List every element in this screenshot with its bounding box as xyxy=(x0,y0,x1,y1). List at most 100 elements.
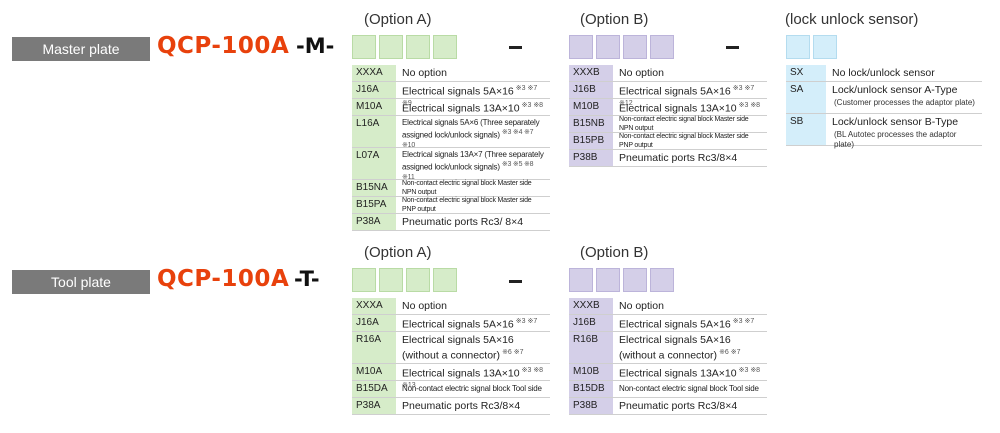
option-code: R16A xyxy=(352,332,396,363)
table-row: L16A Electrical signals 5A×6 (Three sepa… xyxy=(352,116,550,149)
option-desc: Non-contact electric signal block Tool s… xyxy=(402,383,542,393)
table-row: B15DA Non-contact electric signal block … xyxy=(352,381,550,398)
option-code: B15PA xyxy=(352,197,396,213)
option-desc: No option xyxy=(402,300,447,312)
code-box xyxy=(623,268,647,292)
option-code: M10A xyxy=(352,99,396,115)
option-desc: Electrical signals 5A×6 (Three separatel… xyxy=(396,116,550,149)
code-box xyxy=(433,268,457,292)
desc-text: Lock/unlock sensor B-Type xyxy=(832,116,959,128)
option-code: SX xyxy=(786,65,826,81)
footnote-mark: ※3 ※7 xyxy=(732,318,755,325)
master-option-b-title: (Option B) xyxy=(580,11,649,28)
option-desc: No lock/unlock sensor xyxy=(832,67,935,79)
master-plate-label: Master plate xyxy=(12,37,150,61)
footnote-mark: ※3 ※5 ※8 ※11 xyxy=(402,161,534,182)
table-row: M10A Electrical signals 13A×10 ※3 ※8 ※13 xyxy=(352,364,550,389)
footnote-mark: ※3 ※7 ※12 xyxy=(619,85,755,108)
option-desc: No option xyxy=(402,67,447,79)
desc-text: Electrical signals 13A×10 xyxy=(619,102,737,115)
code-box xyxy=(596,35,620,59)
tool-model-code: QCP-100A xyxy=(157,266,290,292)
table-row: M10A Electrical signals 13A×10 ※3 ※8 xyxy=(352,99,550,116)
desc-text: Electrical signals 5A×16 xyxy=(619,318,731,331)
option-code: XXXB xyxy=(569,298,613,314)
table-row: R16A Electrical signals 5A×16 (without a… xyxy=(352,332,550,364)
table-row: B15PB Non-contact electric signal block … xyxy=(569,133,767,150)
tool-option-b-table: XXXB No option J16B Electrical signals 5… xyxy=(569,298,767,415)
footnote-mark: ※6 ※7 xyxy=(719,348,741,356)
desc-text: Electrical signals 13A×10 xyxy=(619,367,737,380)
option-desc: Pneumatic ports Rc3/8×4 xyxy=(619,152,738,164)
option-desc: Electrical signals 13A×7 (Three separate… xyxy=(396,148,550,182)
desc-text: Lock/unlock sensor A-Type xyxy=(832,84,958,96)
code-box xyxy=(379,35,403,59)
footnote-mark: ※3 ※7 ※9 xyxy=(402,85,538,108)
tool-option-b-title: (Option B) xyxy=(580,244,649,261)
table-row: B15NB Non-contact electric signal block … xyxy=(569,116,767,133)
table-row: R16B Electrical signals 5A×16 (without a… xyxy=(569,332,767,364)
option-desc: Non-contact electric signal block Master… xyxy=(402,196,532,213)
option-code: M10A xyxy=(352,364,396,380)
code-box xyxy=(569,268,593,292)
option-code: P38B xyxy=(569,398,613,414)
table-row: B15DB Non-contact electric signal block … xyxy=(569,381,767,398)
option-desc: Electrical signals 5A×16 ※3 ※7 ※12 xyxy=(613,82,767,107)
master-model-suffix: -M- xyxy=(296,34,335,58)
table-row: J16B Electrical signals 5A×16 ※3 ※7 xyxy=(569,315,767,332)
desc-subtext: (Customer processes the adaptor plate) xyxy=(834,97,975,107)
table-row: XXXB No option xyxy=(569,298,767,315)
desc-text: Electrical signals 13A×10 xyxy=(402,102,520,115)
option-code: XXXB xyxy=(569,65,613,81)
table-row: B15PA Non-contact electric signal block … xyxy=(352,197,550,214)
code-box xyxy=(352,268,376,292)
code-box xyxy=(623,35,647,59)
table-row: P38B Pneumatic ports Rc3/8×4 xyxy=(569,398,767,415)
master-model-code: QCP-100A xyxy=(157,33,290,59)
option-code: M10B xyxy=(569,364,613,380)
tool-option-a-table: XXXA No option J16A Electrical signals 5… xyxy=(352,298,550,415)
option-desc: Non-contact electric signal block Master… xyxy=(402,179,532,196)
master-sensor-table: SX No lock/unlock sensor SA Lock/unlock … xyxy=(786,65,982,149)
option-code: J16B xyxy=(569,82,613,98)
option-desc: Electrical signals 13A×10 ※3 ※8 xyxy=(613,99,766,115)
master-sensor-title: (lock unlock sensor) xyxy=(785,11,919,28)
tool-model-suffix: -T- xyxy=(294,267,320,291)
footnote-mark: ※3 ※8 ※13 xyxy=(402,367,544,390)
option-desc: Electrical signals 13A×10 ※3 ※8 xyxy=(613,364,766,380)
option-code: XXXA xyxy=(352,298,396,314)
option-code: J16B xyxy=(569,315,613,331)
desc-text: Electrical signals 5A×6 (Three separatel… xyxy=(402,118,540,141)
option-code: M10B xyxy=(569,99,613,115)
tool-option-a-title: (Option A) xyxy=(364,244,432,261)
option-desc: Electrical signals 5A×16 ※3 ※7 ※9 xyxy=(396,82,550,107)
master-sensor-boxes xyxy=(786,35,837,59)
option-desc: Non-contact electric signal block Master… xyxy=(619,132,749,149)
tool-option-b-boxes xyxy=(569,268,674,292)
footnote-mark: ※3 ※7 xyxy=(515,318,538,325)
option-desc: Non-contact electric signal block Master… xyxy=(619,115,749,132)
table-row: XXXA No option xyxy=(352,65,550,82)
option-desc: Electrical signals 5A×16 ※3 ※7 xyxy=(613,315,760,331)
desc-text: Electrical signals 13A×7 (Three separate… xyxy=(402,150,544,173)
option-code: P38B xyxy=(569,150,613,166)
option-desc: Electrical signals 5A×16 (without a conn… xyxy=(396,332,550,363)
option-code: B15NA xyxy=(352,180,396,196)
separator-dash xyxy=(509,46,522,49)
master-option-a-table: XXXA No option J16A Electrical signals 5… xyxy=(352,65,550,231)
table-row: P38A Pneumatic ports Rc3/8×4 xyxy=(352,398,550,415)
option-code: P38A xyxy=(352,398,396,414)
desc-text: Electrical signals 5A×16 (without a conn… xyxy=(619,334,731,362)
option-desc: Electrical signals 5A×16 ※3 ※7 xyxy=(396,315,543,331)
code-box xyxy=(569,35,593,59)
option-code: P38A xyxy=(352,214,396,230)
table-row: J16B Electrical signals 5A×16 ※3 ※7 ※12 xyxy=(569,82,767,107)
option-code: J16A xyxy=(352,315,396,331)
table-row: P38B Pneumatic ports Rc3/8×4 xyxy=(569,150,767,167)
option-code: B15NB xyxy=(569,116,613,132)
option-code: L07A xyxy=(352,148,396,179)
table-row: SB Lock/unlock sensor B-Type (BL Autotec … xyxy=(786,114,982,149)
table-row: B15NA Non-contact electric signal block … xyxy=(352,180,550,197)
table-row: J16A Electrical signals 5A×16 ※3 ※7 ※9 xyxy=(352,82,550,107)
desc-text: Electrical signals 13A×10 xyxy=(402,367,520,380)
